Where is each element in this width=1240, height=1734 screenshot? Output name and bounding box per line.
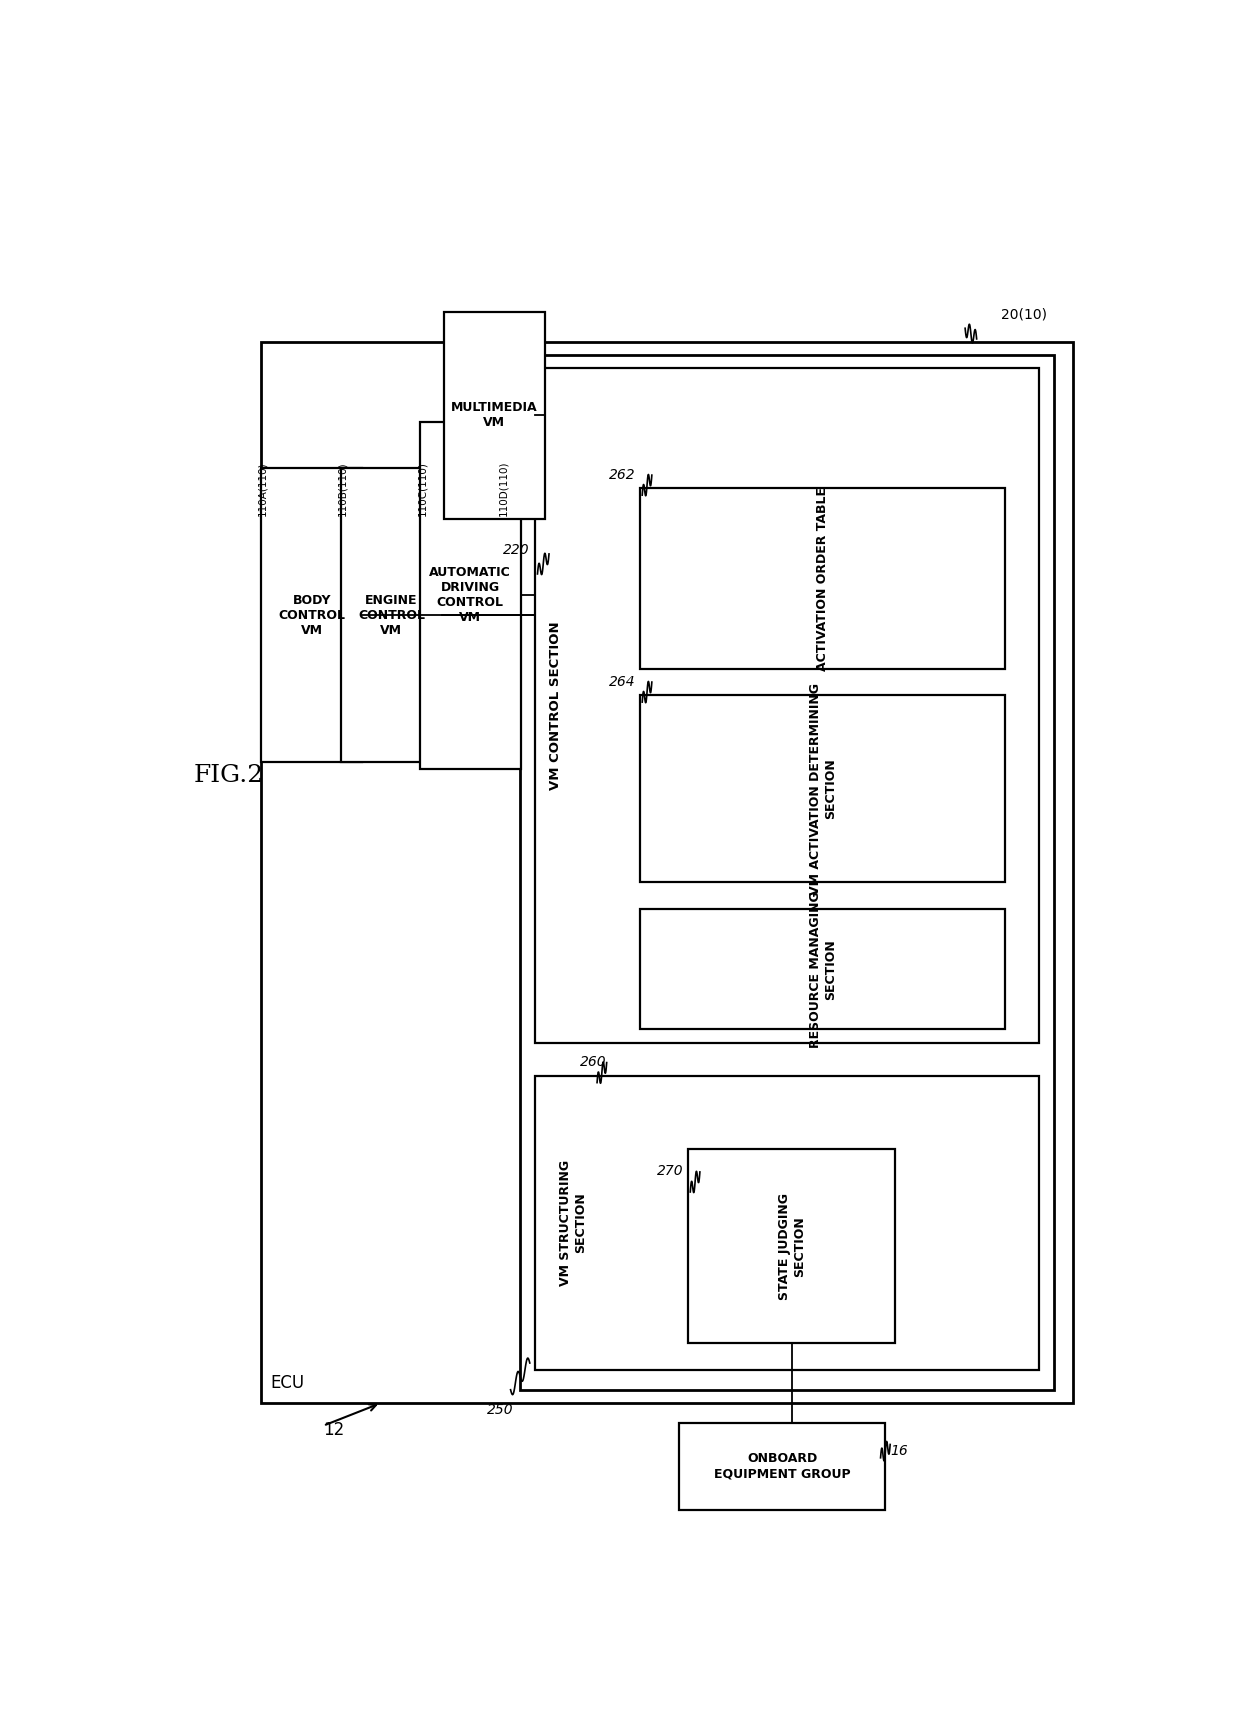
Text: STATE JUDGING
SECTION: STATE JUDGING SECTION: [777, 1193, 806, 1300]
FancyBboxPatch shape: [688, 1150, 895, 1342]
Text: 110B(110): 110B(110): [337, 461, 347, 515]
Text: 262: 262: [609, 468, 635, 482]
FancyBboxPatch shape: [262, 468, 362, 763]
FancyBboxPatch shape: [640, 489, 1006, 669]
Text: 12: 12: [324, 1420, 345, 1439]
Text: 260: 260: [580, 1056, 606, 1070]
Text: BODY
CONTROL
VM: BODY CONTROL VM: [278, 593, 345, 636]
Text: 110A(110): 110A(110): [258, 461, 268, 515]
Text: 250: 250: [486, 1403, 513, 1417]
Text: ENGINE
CONTROL
VM: ENGINE CONTROL VM: [358, 593, 425, 636]
Text: RESOURCE MANAGING
SECTION: RESOURCE MANAGING SECTION: [808, 891, 837, 1047]
Text: MULTIMEDIA
VM: MULTIMEDIA VM: [451, 401, 538, 428]
Text: ONBOARD
EQUIPMENT GROUP: ONBOARD EQUIPMENT GROUP: [714, 1453, 851, 1481]
Text: ACTIVATION ORDER TABLE: ACTIVATION ORDER TABLE: [816, 487, 830, 671]
FancyBboxPatch shape: [260, 342, 1073, 1403]
Text: 264: 264: [609, 675, 635, 688]
Text: 270: 270: [657, 1165, 683, 1179]
FancyBboxPatch shape: [444, 312, 544, 518]
Text: 110C(110): 110C(110): [417, 461, 427, 517]
Text: 16: 16: [890, 1444, 908, 1458]
FancyBboxPatch shape: [341, 468, 441, 763]
Text: FIG.2: FIG.2: [193, 765, 264, 787]
Text: VM ACTIVATION DETERMINING
SECTION: VM ACTIVATION DETERMINING SECTION: [808, 683, 837, 895]
FancyBboxPatch shape: [640, 695, 1006, 883]
FancyBboxPatch shape: [521, 355, 1054, 1389]
FancyBboxPatch shape: [420, 421, 521, 768]
FancyBboxPatch shape: [534, 368, 1039, 1042]
Text: VM CONTROL SECTION: VM CONTROL SECTION: [549, 621, 562, 789]
Text: 220: 220: [503, 543, 529, 557]
Text: 20(10): 20(10): [1001, 307, 1047, 321]
Text: AUTOMATIC
DRIVING
CONTROL
VM: AUTOMATIC DRIVING CONTROL VM: [429, 567, 511, 624]
Text: ECU: ECU: [270, 1375, 305, 1392]
Text: VM STRUCTURING
SECTION: VM STRUCTURING SECTION: [559, 1160, 587, 1287]
FancyBboxPatch shape: [640, 909, 1006, 1030]
FancyBboxPatch shape: [678, 1424, 885, 1510]
FancyBboxPatch shape: [534, 1075, 1039, 1370]
Text: 110D(110): 110D(110): [498, 461, 508, 517]
